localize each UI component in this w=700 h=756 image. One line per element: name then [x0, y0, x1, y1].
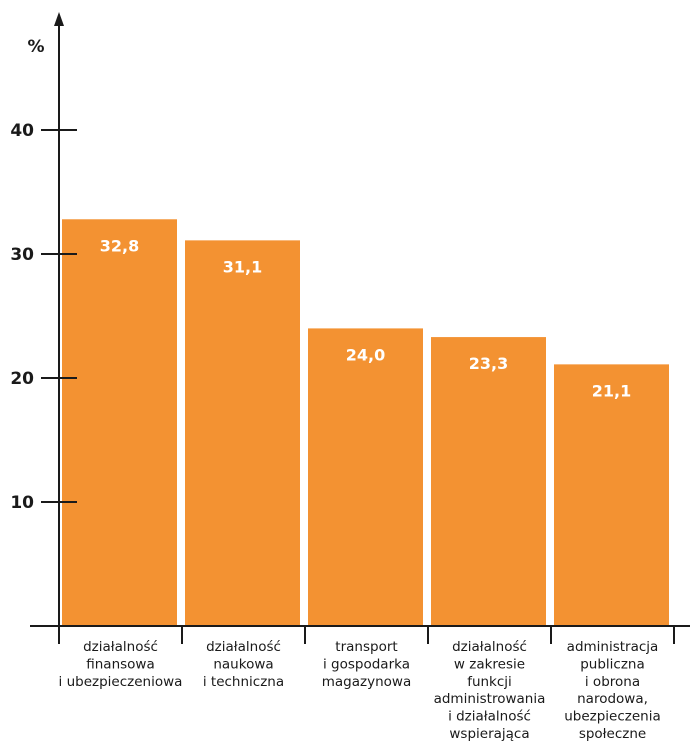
bar-value-label: 31,1	[223, 257, 262, 276]
category-label-line: wspierająca	[449, 726, 529, 742]
category-label-line: i gospodarka	[323, 656, 410, 672]
bar-value-label: 24,0	[346, 345, 385, 364]
bars-layer: 32,8 31,1 24,0 23,3 21,1	[62, 219, 669, 627]
category-label-line: i działalność	[448, 709, 531, 725]
category-label-line: i obrona	[585, 674, 640, 690]
category-label-line: i ubezpieczeniowa	[59, 674, 183, 690]
axes-layer: %	[27, 12, 690, 627]
category-label-line: transport	[335, 639, 397, 655]
category-label-line: administrowania	[434, 691, 546, 707]
bar	[431, 337, 546, 626]
bar-value-label: 21,1	[592, 381, 631, 400]
category-label-line: ubezpieczenia	[564, 709, 661, 725]
category-label-line: działalność	[452, 639, 527, 655]
y-ticks-layer: 10 20 30 40	[10, 121, 675, 644]
category-label-line: działalność	[206, 639, 281, 655]
category-label-line: naukowa	[213, 656, 273, 672]
category-label-line: i techniczna	[203, 674, 284, 690]
category-label-line: funkcji	[467, 674, 512, 690]
y-tick-label: 10	[10, 493, 34, 513]
bar	[554, 364, 669, 626]
bar	[308, 328, 423, 626]
category-label-line: w zakresie	[454, 656, 525, 672]
category-label-line: społeczne	[579, 726, 646, 742]
bar	[185, 240, 300, 627]
bar-value-label: 32,8	[100, 236, 139, 255]
y-tick-label: 20	[10, 369, 34, 389]
category-label-line: narodowa,	[577, 691, 648, 707]
category-label-line: administracja	[567, 639, 659, 655]
category-label-line: publiczna	[580, 656, 645, 672]
category-label-line: finansowa	[86, 656, 155, 672]
y-tick-label: 40	[10, 121, 34, 141]
bar-value-label: 23,3	[469, 354, 508, 373]
y-axis-arrow	[54, 12, 64, 26]
category-label-line: magazynowa	[322, 674, 411, 690]
category-label-line: działalność	[83, 639, 158, 655]
bar	[62, 219, 177, 626]
y-tick-label: 30	[10, 245, 34, 265]
y-axis-label: %	[27, 37, 44, 57]
